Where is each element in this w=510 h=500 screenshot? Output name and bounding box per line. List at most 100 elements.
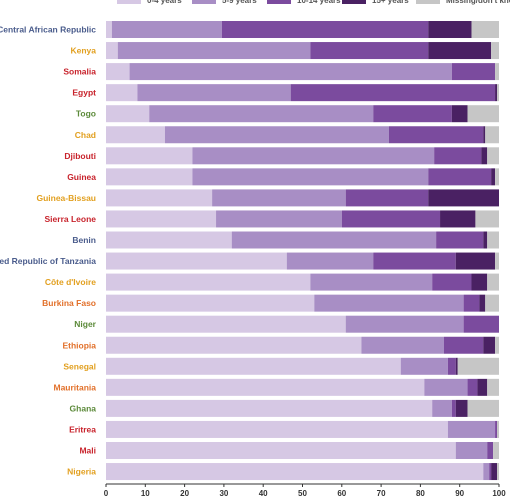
x-tick-label: 80 bbox=[416, 489, 425, 498]
bar-segment bbox=[106, 84, 138, 102]
x-tick-label: 20 bbox=[180, 489, 189, 498]
bar-row bbox=[106, 420, 499, 438]
bar-row bbox=[106, 189, 499, 207]
bar-row bbox=[106, 442, 499, 459]
bar-segment bbox=[467, 105, 499, 123]
bar-segment bbox=[361, 336, 444, 354]
bar-segment bbox=[221, 21, 429, 38]
bar-segment bbox=[106, 168, 193, 186]
bar-segment bbox=[106, 189, 213, 207]
bar-row bbox=[106, 315, 499, 333]
bar-segment bbox=[290, 84, 496, 102]
country-label: Chad bbox=[75, 130, 96, 140]
bar-segment bbox=[455, 399, 468, 417]
bar-segment bbox=[475, 210, 499, 228]
bar-segment bbox=[345, 189, 429, 207]
country-label: Togo bbox=[76, 109, 96, 119]
bar-segment bbox=[400, 357, 448, 375]
bar-segment bbox=[428, 21, 472, 38]
bar-segment bbox=[106, 273, 311, 291]
bar-segment bbox=[341, 210, 441, 228]
bar-row bbox=[106, 210, 499, 228]
bar-segment bbox=[497, 420, 499, 438]
bar-segment bbox=[487, 231, 499, 249]
bar-segment bbox=[106, 210, 217, 228]
bar-segment bbox=[432, 399, 452, 417]
bar-segment bbox=[481, 147, 488, 165]
country-label: Somalia bbox=[63, 67, 96, 77]
bar-row bbox=[106, 294, 499, 312]
x-tick-label: 90 bbox=[455, 489, 464, 498]
bar-row bbox=[106, 357, 499, 375]
bar-row bbox=[106, 399, 499, 417]
bar-segment bbox=[106, 294, 315, 312]
bar-segment bbox=[491, 42, 499, 60]
bar-segment bbox=[457, 357, 499, 375]
bar-segment bbox=[447, 357, 456, 375]
bar-segment bbox=[477, 378, 488, 396]
x-tick-label: 50 bbox=[298, 489, 307, 498]
bar-segment bbox=[436, 231, 484, 249]
bar-segment bbox=[106, 357, 401, 375]
bar-segment bbox=[455, 357, 458, 375]
bar-segment bbox=[483, 126, 486, 144]
bar-segment bbox=[451, 105, 468, 123]
bar-segment bbox=[479, 294, 486, 312]
bar-row bbox=[106, 336, 499, 354]
bar-segment bbox=[192, 168, 429, 186]
bar-segment bbox=[451, 399, 456, 417]
bar-segment bbox=[483, 231, 488, 249]
legend-label: Missing/don't know bbox=[446, 0, 510, 5]
country-label: Sierra Leone bbox=[45, 214, 97, 224]
bar-segment bbox=[216, 210, 342, 228]
country-label: Kenya bbox=[70, 46, 96, 56]
country-label: Burkina Faso bbox=[42, 298, 96, 308]
legend-label: 5-9 years bbox=[222, 0, 257, 5]
country-label: Djibouti bbox=[64, 151, 96, 161]
bar-segment bbox=[106, 147, 193, 165]
bar-segment bbox=[149, 105, 374, 123]
bar-segment bbox=[483, 463, 490, 481]
bar-segment bbox=[373, 105, 452, 123]
bar-segment bbox=[495, 336, 499, 354]
bar-segment bbox=[117, 42, 311, 60]
bar-row bbox=[106, 252, 499, 270]
bar-row bbox=[106, 168, 499, 186]
bar-segment bbox=[424, 378, 468, 396]
x-tick-label: 10 bbox=[141, 489, 150, 498]
bar-segment bbox=[491, 168, 496, 186]
bar-segment bbox=[495, 420, 498, 438]
bar-segment bbox=[463, 315, 499, 333]
country-label: Ethiopia bbox=[62, 340, 96, 350]
bar-segment bbox=[455, 442, 488, 459]
legend-swatch bbox=[416, 0, 440, 4]
bar-segment bbox=[106, 378, 425, 396]
bar-segment bbox=[489, 463, 492, 481]
bar-segment bbox=[192, 147, 435, 165]
bar-segment bbox=[106, 442, 456, 459]
bar-segment bbox=[487, 273, 499, 291]
bar-row bbox=[106, 463, 499, 481]
bar-segment bbox=[164, 126, 389, 144]
country-label: Guinea-Bissau bbox=[36, 193, 96, 203]
bar-segment bbox=[231, 231, 437, 249]
bar-segment bbox=[497, 84, 499, 102]
country-label: Guinea bbox=[67, 172, 96, 182]
bar-segment bbox=[443, 336, 484, 354]
bar-segment bbox=[495, 63, 499, 81]
bar-segment bbox=[471, 21, 499, 38]
bar-segment bbox=[487, 442, 494, 459]
bar-segment bbox=[106, 463, 484, 481]
bar-segment bbox=[106, 126, 165, 144]
bar-row bbox=[106, 231, 499, 249]
bar-segment bbox=[455, 252, 496, 270]
country-label: Mali bbox=[79, 446, 96, 456]
legend-swatch bbox=[117, 0, 141, 4]
country-labels: Central African Republic Kenya Somalia Egyp… bbox=[0, 25, 97, 477]
bar-segment bbox=[428, 189, 499, 207]
country-label: Ghana bbox=[70, 403, 97, 413]
country-label: Egypt bbox=[72, 88, 96, 98]
bar-segment bbox=[440, 210, 476, 228]
x-tick-label: 60 bbox=[337, 489, 346, 498]
